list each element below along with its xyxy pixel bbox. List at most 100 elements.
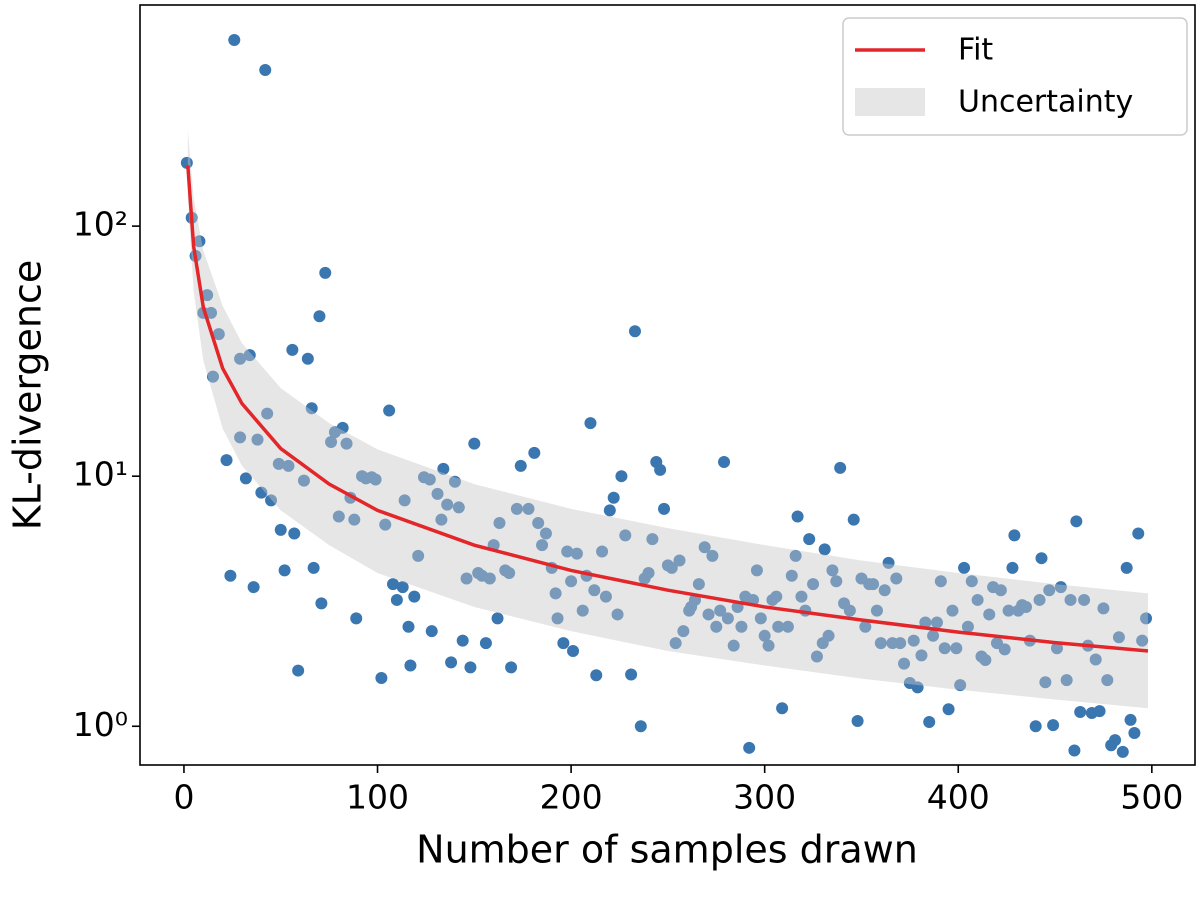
data-point (971, 593, 984, 606)
data-point (1101, 674, 1114, 687)
data-point (539, 527, 552, 540)
data-point (938, 642, 951, 655)
data-point (1020, 600, 1033, 613)
data-point (834, 461, 847, 474)
data-point (319, 266, 332, 279)
data-point (894, 637, 907, 650)
data-point (743, 741, 756, 754)
data-point (874, 637, 887, 650)
data-point (603, 504, 616, 517)
data-point (1128, 726, 1141, 739)
data-point (425, 625, 438, 638)
data-point (1074, 706, 1087, 719)
data-point (180, 156, 193, 169)
data-point (677, 625, 690, 638)
data-point (437, 462, 450, 475)
data-point (557, 637, 570, 650)
data-point (234, 431, 247, 444)
data-point (810, 650, 823, 663)
data-point (398, 494, 411, 507)
data-point (305, 402, 318, 415)
data-point (1089, 653, 1102, 666)
data-point (890, 572, 903, 585)
data-point (615, 470, 628, 483)
data-point (301, 352, 314, 365)
data-point (830, 575, 843, 588)
data-point (758, 629, 771, 642)
data-point (565, 575, 578, 588)
x-tick-label: 200 (540, 778, 603, 817)
data-point (503, 567, 516, 580)
data-point (979, 654, 992, 667)
data-point (239, 472, 252, 485)
y-tick-label: 10¹ (73, 455, 128, 494)
data-point (549, 587, 562, 600)
data-point (369, 473, 382, 486)
data-point (658, 502, 671, 515)
data-point (313, 310, 326, 323)
data-point (826, 564, 839, 577)
data-point (460, 572, 473, 585)
legend-label: Fit (958, 33, 993, 68)
data-point (1140, 612, 1153, 625)
data-point (348, 513, 361, 526)
data-point (934, 575, 947, 588)
data-point (288, 527, 301, 540)
data-point (750, 564, 763, 577)
uncertainty-band (187, 131, 1148, 709)
data-point (205, 306, 218, 319)
data-point (1039, 676, 1052, 689)
data-point (590, 669, 603, 682)
data-point (859, 620, 872, 633)
data-point (950, 642, 963, 655)
data-point (340, 437, 353, 450)
data-point (315, 597, 328, 610)
data-point (1116, 745, 1129, 758)
data-point (781, 620, 794, 633)
data-point (851, 714, 864, 727)
data-point (915, 649, 928, 662)
data-point (882, 556, 895, 569)
data-point (735, 620, 748, 633)
x-tick-label: 0 (173, 778, 194, 817)
data-point (923, 716, 936, 729)
x-tick-label: 400 (927, 778, 990, 817)
data-point (584, 417, 597, 430)
data-point (727, 639, 740, 652)
data-point (607, 491, 620, 504)
y-tick-label: 10⁰ (73, 705, 128, 744)
data-point (1008, 529, 1021, 542)
data-point (292, 664, 305, 677)
data-point (396, 581, 409, 594)
data-point (776, 702, 789, 715)
data-point (402, 620, 415, 633)
data-point (532, 516, 545, 529)
data-point (307, 561, 320, 574)
data-point (1093, 705, 1106, 718)
plot-frame (139, 4, 1196, 766)
data-point (493, 516, 506, 529)
data-point (435, 513, 448, 526)
data-point (1064, 593, 1077, 606)
data-point (611, 608, 624, 621)
data-point (878, 584, 891, 597)
data-point (1054, 581, 1067, 594)
data-point (1136, 634, 1149, 647)
data-point (528, 446, 541, 459)
data-point (193, 235, 206, 248)
data-point (1050, 642, 1063, 655)
data-point (1033, 593, 1046, 606)
data-point (1029, 720, 1042, 733)
data-point (570, 547, 583, 560)
data-point (255, 486, 268, 499)
data-point (441, 498, 454, 511)
data-point (898, 657, 911, 670)
legend-patch (855, 88, 925, 116)
data-point (445, 656, 458, 669)
data-point (961, 620, 974, 633)
data-point (1035, 552, 1048, 565)
x-tick-label: 300 (733, 778, 796, 817)
data-point (536, 539, 549, 552)
data-point (1060, 674, 1073, 687)
data-point (404, 659, 417, 672)
